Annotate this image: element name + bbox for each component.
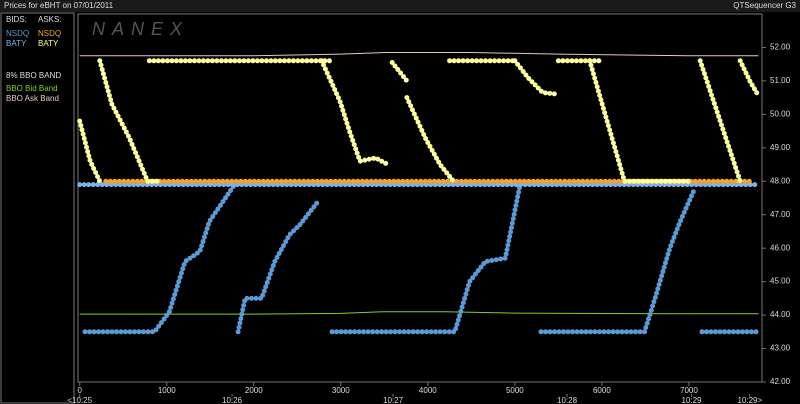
quote-dots	[82, 182, 761, 335]
x-tick-label: 2000	[245, 386, 263, 395]
time-tick-label: 10:28	[557, 396, 578, 404]
x-tick-label: 4000	[419, 386, 437, 395]
watermark: NANEX	[92, 19, 189, 39]
legend-entry: NSDQ	[6, 29, 29, 38]
y-tick-label: 48.00	[770, 176, 791, 185]
legend-header: ASKS:	[38, 15, 62, 24]
quote-dots	[77, 58, 761, 186]
band-line	[79, 311, 759, 315]
legend-header: BIDS:	[6, 15, 27, 24]
time-tick-label: 10:29	[681, 396, 702, 404]
x-tick-label: 5000	[506, 386, 524, 395]
y-tick-label: 51.00	[770, 76, 791, 85]
plot-frame	[77, 13, 763, 383]
y-tick-label: 45.00	[770, 277, 791, 286]
time-tick-label: 10:26	[222, 396, 243, 404]
time-tick-label: 10:27	[383, 396, 404, 404]
x-tick-label: 7000	[680, 386, 698, 395]
y-tick-label: 50.00	[770, 109, 791, 118]
legend-entry: BBO Bid Band	[6, 84, 58, 93]
y-tick-label: 49.00	[770, 143, 791, 152]
y-tick-label: 52.00	[770, 43, 791, 52]
band-line	[79, 52, 759, 57]
x-tick-label: 1000	[158, 386, 176, 395]
x-tick-label: 6000	[593, 386, 611, 395]
time-tick-label: 10:29>	[737, 396, 762, 404]
y-tick-label: 47.00	[770, 210, 791, 219]
x-tick-label: 3000	[332, 386, 350, 395]
y-tick-label: 46.00	[770, 243, 791, 252]
legend-entry: BATY	[6, 39, 27, 48]
band-title: 8% BBO BAND	[6, 71, 61, 80]
x-tick-label: 0	[78, 386, 83, 395]
legend-panel	[0, 12, 75, 404]
app-name: QTSequencer G3	[733, 1, 796, 10]
chart-title: Prices for eBHT on 07/01/2011	[4, 1, 114, 10]
y-tick-label: 44.00	[770, 310, 791, 319]
y-tick-label: 42.00	[770, 377, 791, 386]
legend-entry: BATY	[38, 39, 59, 48]
y-tick-label: 43.00	[770, 344, 791, 353]
legend-entry: NSDQ	[38, 29, 61, 38]
legend-entry: BBO Ask Band	[6, 94, 59, 103]
time-tick-label: <10:25	[67, 396, 92, 404]
title-bar	[0, 0, 800, 12]
